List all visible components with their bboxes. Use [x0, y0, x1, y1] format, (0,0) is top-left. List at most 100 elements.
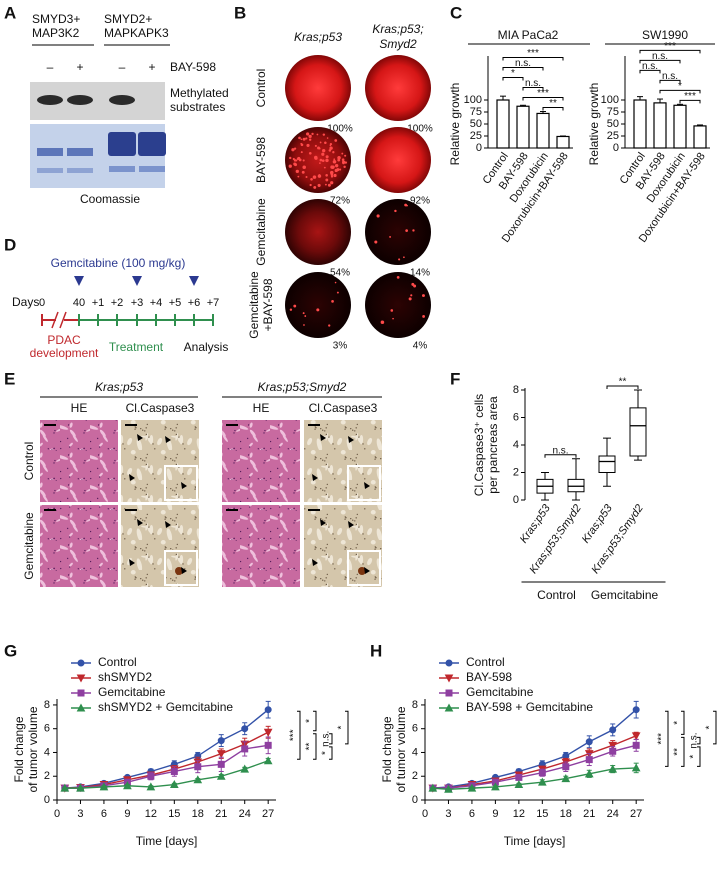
arrowhead: [312, 474, 318, 481]
colony-dot: [323, 166, 326, 169]
colony-dot: [376, 214, 380, 218]
significance-bracket: [681, 736, 685, 767]
colony-dot: [304, 315, 307, 317]
colony-dot: [314, 144, 317, 148]
significance-bracket: [544, 454, 577, 458]
significance-bracket: [659, 89, 701, 94]
marker: [608, 741, 618, 750]
x-axis-label: Time [days]: [504, 834, 566, 848]
colony-dot: [308, 134, 312, 138]
colony-dot: [310, 177, 313, 181]
x-tick-label: 9: [124, 808, 130, 820]
colony-dot: [325, 178, 329, 182]
box: [567, 478, 585, 493]
colony-dot: [422, 315, 426, 318]
colony-dot: [329, 170, 334, 175]
histology-image: [222, 505, 300, 587]
significance-label: *: [678, 81, 682, 92]
percentage: 72%: [330, 196, 350, 207]
colony-dot: [374, 240, 378, 244]
culture-well: [365, 55, 431, 121]
x-tick-label: 6: [101, 808, 107, 820]
day-label: +2: [111, 297, 124, 309]
day-label: +4: [150, 297, 163, 309]
colony-dot: [313, 155, 318, 160]
marker: [467, 783, 477, 792]
row-label: Gemcitabine: [247, 271, 261, 339]
colony-dot: [302, 165, 306, 170]
colony-dot: [410, 294, 413, 297]
marker: [217, 737, 225, 745]
marker: [217, 760, 225, 768]
phase-label: Analysis: [184, 340, 229, 354]
colony-dot: [317, 183, 321, 187]
bar: [516, 105, 530, 149]
arrowhead: [165, 521, 171, 528]
y-tick-label: 25: [607, 130, 619, 142]
arrowhead: [181, 567, 187, 574]
bar: [496, 99, 510, 149]
y-tick-label: 50: [470, 118, 482, 130]
marker: [240, 764, 250, 773]
colony-dot: [329, 142, 333, 146]
colony-dot: [330, 181, 334, 185]
colony-dot: [302, 312, 305, 315]
treatment-sign: –: [47, 60, 54, 74]
marker: [609, 747, 617, 755]
colony-dot: [421, 294, 425, 298]
arrowhead: [348, 436, 354, 443]
colony-dot: [316, 308, 320, 312]
panel-label: A: [4, 3, 16, 22]
y-tick-label: 75: [607, 106, 619, 118]
colony-dot: [295, 169, 299, 173]
colony-dot: [297, 175, 300, 178]
colony-dot: [392, 317, 394, 320]
colony-dot: [293, 163, 298, 167]
colony-dot: [318, 147, 321, 150]
blot-band: [37, 95, 63, 105]
significance-bracket: [665, 710, 669, 767]
colony-dot: [300, 151, 303, 154]
day-label: 40: [73, 297, 85, 309]
histology-image: [40, 505, 118, 587]
arrowhead: [129, 474, 135, 481]
percentage: 14%: [410, 268, 430, 279]
significance-bracket: [697, 746, 701, 767]
colony-dot: [325, 174, 328, 177]
significance-bracket: [681, 710, 685, 735]
y-tick-label: 2: [44, 770, 50, 782]
y-axis-label: Cl.Caspase3⁺ cells: [472, 394, 486, 496]
y-tick-label: 0: [613, 142, 619, 154]
significance-label: n.s.: [525, 78, 541, 89]
x-tick-label: 24: [607, 808, 619, 820]
marker: [538, 769, 546, 777]
marker: [264, 741, 272, 749]
positive-cell: [358, 567, 366, 575]
significance-label: n.s.: [662, 71, 678, 82]
stain-header: HE: [71, 401, 88, 415]
marker: [632, 741, 640, 749]
blot-band: [138, 132, 166, 156]
y-axis-label: Fold change: [380, 716, 394, 782]
legend-label: shSMYD2: [98, 670, 152, 684]
day-label: +6: [188, 297, 201, 309]
y-tick-label: 4: [44, 746, 50, 758]
colony-dot: [331, 300, 334, 303]
significance-bracket: [522, 87, 544, 91]
panel-label: G: [4, 641, 17, 660]
positive-cell: [175, 567, 183, 575]
significance-label: n.s.: [689, 733, 700, 749]
panel-label: B: [234, 3, 246, 22]
significance-label: n.s.: [515, 58, 531, 69]
group-label: Control: [537, 588, 576, 602]
legend-label: BAY-598 + Gemcitabine: [466, 700, 593, 714]
y-tick-label: 0: [513, 494, 519, 506]
significance-bracket: [313, 710, 317, 732]
y-axis-label: Relative growth: [448, 83, 462, 166]
x-tick-label: 27: [262, 808, 274, 820]
blot-band: [67, 95, 93, 105]
marker: [609, 726, 617, 734]
colony-dot: [324, 141, 327, 145]
colony-dot: [318, 174, 321, 176]
